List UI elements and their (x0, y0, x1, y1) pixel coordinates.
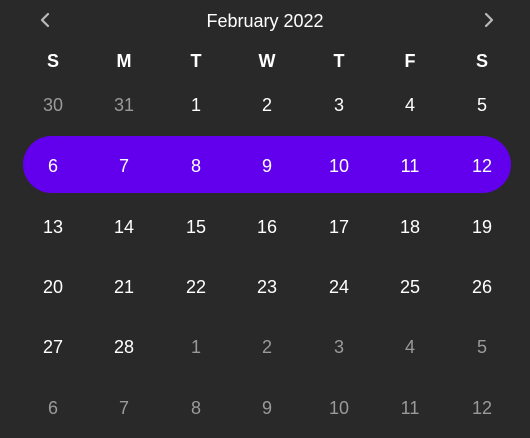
day-cell[interactable]: 4 (404, 337, 415, 357)
month-title: February 2022 (206, 11, 324, 31)
day-cell[interactable]: 9 (261, 398, 272, 418)
day-cell[interactable]: 1 (190, 337, 201, 357)
day-cell[interactable]: 31 (113, 95, 135, 115)
day-cell[interactable]: 1 (190, 95, 201, 115)
day-cell[interactable]: 15 (185, 217, 207, 237)
day-cell[interactable]: 23 (256, 277, 278, 297)
day-cell[interactable]: 30 (42, 95, 64, 115)
day-cell[interactable]: 12 (471, 398, 493, 418)
day-cell[interactable]: 10 (328, 398, 350, 418)
day-cell[interactable]: 3 (333, 95, 344, 115)
day-cell[interactable]: 10 (328, 156, 350, 176)
day-cell[interactable]: 16 (256, 217, 278, 237)
day-cell[interactable]: 5 (476, 95, 487, 115)
day-cell[interactable]: 11 (400, 398, 420, 418)
day-cell[interactable]: 8 (190, 398, 201, 418)
day-cell[interactable]: 12 (471, 156, 493, 176)
weekday-label: S (46, 51, 59, 71)
day-cell[interactable]: 11 (400, 156, 420, 176)
weekday-label: M (116, 51, 132, 71)
day-cell[interactable]: 18 (399, 217, 421, 237)
day-cell[interactable]: 4 (404, 95, 415, 115)
weekday-label: T (190, 51, 202, 71)
day-cell[interactable]: 17 (328, 217, 350, 237)
previous-month-button[interactable] (31, 6, 59, 34)
weekday-label: T (333, 51, 345, 71)
day-cell[interactable]: 6 (47, 156, 58, 176)
calendar-header: February 2022 (0, 0, 530, 40)
weekday-label: S (475, 51, 488, 71)
day-cell[interactable]: 14 (113, 217, 135, 237)
weekday-label: W (258, 51, 276, 71)
day-cell[interactable]: 26 (471, 277, 493, 297)
day-cell[interactable]: 9 (261, 156, 272, 176)
day-cell[interactable]: 25 (399, 277, 421, 297)
day-cell[interactable]: 3 (333, 337, 344, 357)
day-cell[interactable]: 7 (118, 156, 129, 176)
chevron-left-icon (40, 12, 50, 28)
day-cell[interactable]: 19 (471, 217, 493, 237)
day-cell[interactable]: 21 (113, 277, 135, 297)
day-cell[interactable]: 6 (47, 398, 58, 418)
day-cell[interactable]: 20 (42, 277, 64, 297)
day-cell[interactable]: 22 (185, 277, 207, 297)
day-cell[interactable]: 2 (261, 337, 272, 357)
day-cell[interactable]: 13 (42, 217, 64, 237)
next-month-button[interactable] (475, 6, 503, 34)
weekday-label: F (404, 51, 416, 71)
day-cell[interactable]: 27 (42, 337, 64, 357)
day-cell[interactable]: 24 (328, 277, 350, 297)
day-cell[interactable]: 5 (476, 337, 487, 357)
day-cell[interactable]: 2 (261, 95, 272, 115)
day-cell[interactable]: 7 (118, 398, 129, 418)
day-cell[interactable]: 8 (190, 156, 201, 176)
day-cell[interactable]: 28 (113, 337, 135, 357)
chevron-right-icon (484, 12, 494, 28)
selected-week-highlight (23, 136, 511, 193)
